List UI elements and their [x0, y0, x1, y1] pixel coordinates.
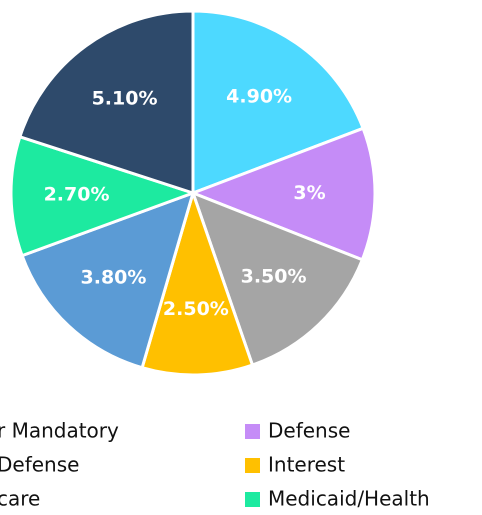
slice-label: 4.90% — [226, 86, 292, 108]
slice-label: 3% — [293, 182, 325, 204]
slice-label: 2.70% — [44, 184, 110, 206]
legend-label: Medicaid/Health — [268, 487, 430, 511]
slice-label: 5.10% — [92, 87, 158, 109]
pie-slice — [191, 9, 366, 196]
legend-swatch — [245, 492, 260, 507]
legend-label: Interest — [268, 453, 345, 477]
pie-slice — [20, 190, 196, 370]
pie-slice — [18, 9, 195, 196]
legend-swatch — [245, 424, 260, 439]
slice-label: 3.50% — [241, 266, 307, 288]
pie-slice — [190, 190, 365, 367]
legend-label: Defense — [0, 453, 79, 477]
pie-slice — [9, 134, 198, 258]
legend-label: Defense — [268, 419, 350, 443]
legend-swatch — [245, 458, 260, 473]
slice-label: 2.50% — [163, 298, 229, 320]
legend-label: r Mandatory — [0, 419, 119, 443]
legend-label: care — [0, 487, 40, 511]
pie-slice — [140, 188, 255, 377]
pie-slice — [188, 126, 377, 262]
slice-label: 3.80% — [81, 267, 147, 289]
